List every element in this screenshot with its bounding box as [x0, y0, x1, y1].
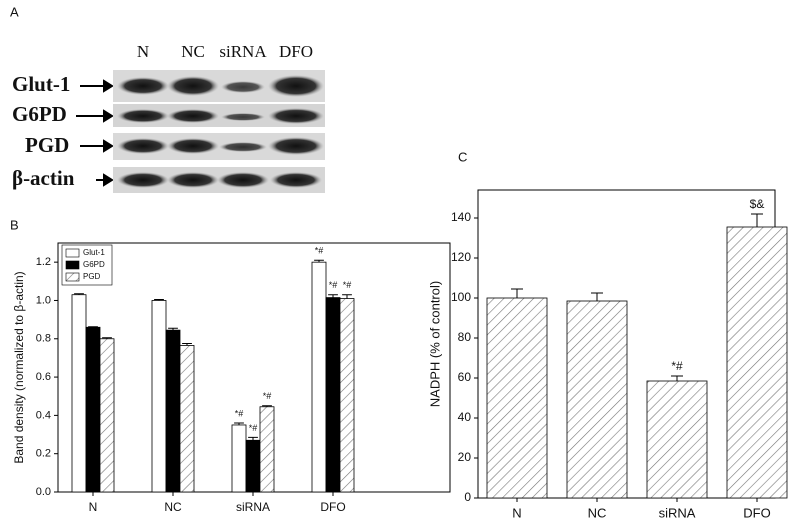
bar [311, 261, 327, 493]
bar [646, 380, 708, 499]
bar [325, 297, 341, 493]
legend-swatch [65, 260, 80, 270]
error-bar [342, 294, 352, 299]
blot-panel: A N NC siRNA DFO Glut-1 G6PD PGD β-actin [10, 4, 325, 193]
error-bar [74, 293, 84, 295]
y-tick-label: 120 [451, 250, 471, 264]
arrows [76, 79, 114, 187]
error-bar [511, 288, 523, 298]
error-bar [88, 326, 98, 328]
blot-strips [113, 70, 325, 193]
y-tick-label: 0.6 [36, 371, 51, 383]
panel-label: B [10, 217, 19, 232]
significance-mark: *# [249, 423, 258, 433]
legend-label: Glut-1 [83, 248, 105, 257]
error-bar [328, 294, 338, 298]
error-bar [751, 213, 763, 227]
bar [85, 326, 101, 493]
bar [259, 406, 275, 493]
bar [231, 424, 247, 493]
y-tick-label: 0 [464, 490, 471, 504]
error-bar [168, 327, 178, 331]
bar [245, 439, 261, 493]
bar [486, 297, 548, 499]
y-tick-label: 0.2 [36, 448, 51, 460]
y-tick-label: 0.8 [36, 333, 51, 345]
y-tick-label: 1.2 [36, 256, 51, 268]
significance-mark: *# [343, 280, 352, 290]
error-bar [182, 343, 192, 346]
legend-swatch [65, 248, 80, 258]
error-bar [234, 422, 244, 425]
bar [566, 300, 628, 499]
x-tick-label: siRNA [236, 500, 270, 514]
error-bar [248, 436, 258, 441]
y-tick-label: 140 [451, 210, 471, 224]
y-tick-label: 1.0 [36, 294, 51, 306]
panel-label: C [458, 149, 467, 164]
y-axis-label: Band density (normalized to β-actin) [12, 271, 26, 463]
bar [151, 300, 167, 493]
significance-mark: *# [263, 391, 272, 401]
x-tick-label: N [512, 505, 521, 520]
row-label: Glut-1 [12, 72, 70, 96]
x-tick-label: N [89, 500, 98, 514]
panel-label: A [10, 4, 19, 19]
x-tick-label: DFO [320, 500, 345, 514]
significance-mark: *# [671, 359, 683, 373]
x-tick-label: DFO [743, 505, 770, 520]
lane-label: siRNA [219, 42, 267, 61]
error-bar [102, 337, 112, 339]
y-tick-label: 0.0 [36, 486, 51, 498]
y-tick-label: 100 [451, 290, 471, 304]
y-axis-label: NADPH (% of control) [427, 281, 442, 407]
x-tick-label: NC [164, 500, 182, 514]
bar [71, 294, 87, 493]
x-tick-label: siRNA [659, 505, 696, 520]
lane-label: N [137, 42, 149, 61]
error-bar [154, 299, 164, 301]
y-tick-label: 20 [458, 450, 472, 464]
row-label: β-actin [12, 166, 75, 190]
bar [726, 226, 788, 499]
legend-swatch [65, 272, 80, 282]
lane-label: NC [181, 42, 205, 61]
row-label: PGD [25, 133, 69, 157]
bar [339, 298, 355, 493]
significance-mark: *# [235, 408, 244, 418]
y-tick-label: 40 [458, 410, 472, 424]
x-tick-label: NC [588, 505, 607, 520]
bar [99, 338, 115, 493]
legend-label: PGD [83, 272, 101, 281]
y-tick-label: 60 [458, 370, 472, 384]
error-bar [314, 259, 324, 263]
error-bar [591, 292, 603, 301]
significance-mark: *# [315, 246, 324, 256]
error-bar [262, 405, 272, 407]
legend-label: G6PD [83, 260, 105, 269]
y-tick-label: 80 [458, 330, 472, 344]
bar [179, 345, 195, 493]
significance-mark: $& [750, 197, 765, 211]
lane-label: DFO [279, 42, 313, 61]
row-label: G6PD [12, 102, 67, 126]
significance-mark: *# [329, 280, 338, 290]
bar [165, 329, 181, 493]
y-tick-label: 0.4 [36, 409, 51, 421]
error-bar [671, 375, 683, 381]
